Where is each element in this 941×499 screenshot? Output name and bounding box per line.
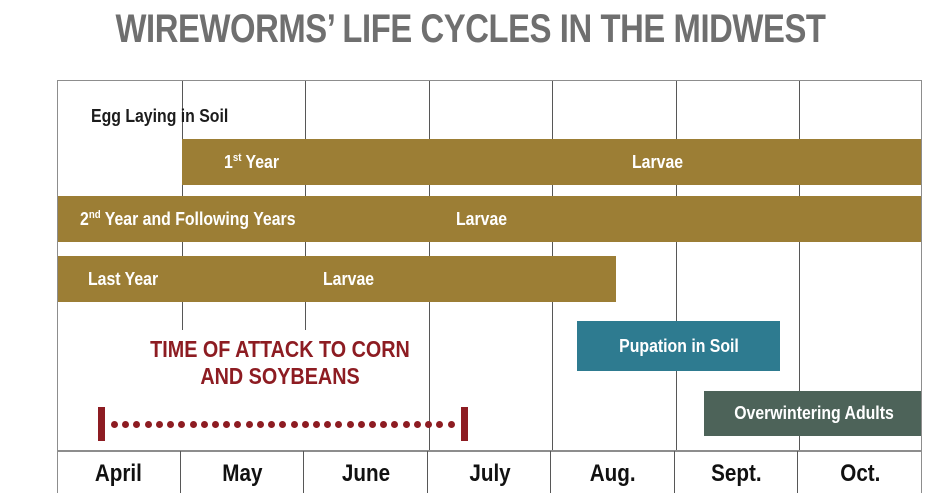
- attack-span-dot: [357, 421, 365, 428]
- bar-second-year-larvae: 2nd Year and Following Years Larvae: [58, 196, 921, 242]
- bar-last-year-larvae: Last Year Larvae: [58, 256, 616, 302]
- bar-pupation-in-soil: Pupation in Soil: [577, 321, 780, 371]
- attack-span-dot: [425, 421, 433, 428]
- axis-label-aug: Aug.: [551, 451, 675, 497]
- attack-span-dot: [211, 421, 219, 428]
- attack-span-dot: [413, 421, 421, 428]
- axis-label-june: June: [304, 451, 428, 497]
- attack-span-cap-right: [461, 407, 468, 441]
- attack-callout-line-1: TIME OF ATTACK TO CORN: [150, 336, 410, 362]
- attack-callout-line-2: AND SOYBEANS: [200, 362, 360, 389]
- axis-label-april: April: [57, 451, 181, 497]
- attack-span-dot: [369, 421, 377, 428]
- attack-span-indicator: [98, 407, 468, 441]
- attack-span-dot: [335, 421, 343, 428]
- axis-label-oct: Oct.: [840, 460, 881, 487]
- attack-span-dot: [312, 421, 320, 428]
- gridline-oct: [799, 81, 801, 450]
- attack-span-dot: [111, 421, 118, 428]
- attack-span-dot: [144, 421, 152, 428]
- attack-span-dot: [223, 421, 231, 428]
- attack-span-cap-left: [98, 407, 105, 441]
- axis-label-july: July: [428, 451, 552, 497]
- attack-span-dot: [436, 421, 444, 428]
- axis-label-sept: Sept.: [675, 451, 799, 497]
- bar-label-second-year: 2nd Year and Following Years: [80, 208, 296, 229]
- attack-span-dot: [447, 421, 455, 428]
- attack-span-dots: [111, 421, 455, 428]
- bar-label-last-year-larvae: Larvae: [323, 268, 375, 289]
- bar-label-pupation-in-soil: Pupation in Soil: [618, 335, 739, 356]
- attack-span-dot: [380, 421, 388, 428]
- attack-span-dot: [178, 421, 186, 428]
- bar-overwintering-adults: Overwintering Adults: [704, 391, 921, 436]
- attack-span-dot: [155, 421, 163, 428]
- attack-span-dot: [189, 421, 197, 428]
- annotation-time-of-attack: TIME OF ATTACK TO CORN AND SOYBEANS: [92, 336, 468, 389]
- attack-span-dot: [290, 421, 298, 428]
- annotation-egg-laying-in-soil: Egg Laying in Soil: [91, 106, 229, 126]
- bar-label-first-year: 1st Year: [223, 151, 279, 172]
- axis-label-may: May: [181, 451, 305, 497]
- attack-span-dot: [324, 421, 332, 428]
- month-axis: April May June July Aug. Sept. Oct.: [57, 451, 922, 497]
- attack-span-dot: [279, 421, 287, 428]
- attack-span-dot: [122, 421, 130, 428]
- bar-label-overwintering-adults: Overwintering Adults: [733, 403, 894, 423]
- bar-label-last-year: Last Year: [88, 268, 159, 289]
- axis-tick-right: [921, 451, 922, 493]
- attack-span-dot: [245, 421, 253, 428]
- gridline-sept: [675, 81, 677, 450]
- attack-span-dot: [133, 421, 141, 428]
- attack-span-dot: [402, 421, 410, 428]
- axis-tick-left: [57, 451, 58, 493]
- attack-span-dot: [391, 421, 399, 428]
- attack-span-dot: [301, 421, 309, 428]
- attack-span-dot: [346, 421, 354, 428]
- attack-span-dot: [234, 421, 242, 428]
- attack-span-dot: [200, 421, 208, 428]
- attack-span-dot: [268, 421, 276, 428]
- chart-plot-area: Egg Laying in Soil 1st Year Larvae 2nd Y…: [57, 80, 922, 451]
- attack-span-dot: [256, 421, 264, 428]
- page-title: WIREWORMS’ LIFE CYCLES IN THE MIDWEST: [115, 7, 826, 51]
- bar-first-year-larvae: 1st Year Larvae: [181, 139, 921, 185]
- bar-label-second-year-larvae: Larvae: [456, 208, 508, 229]
- bar-label-first-year-larvae: Larvae: [631, 151, 683, 172]
- attack-span-dot: [167, 421, 175, 428]
